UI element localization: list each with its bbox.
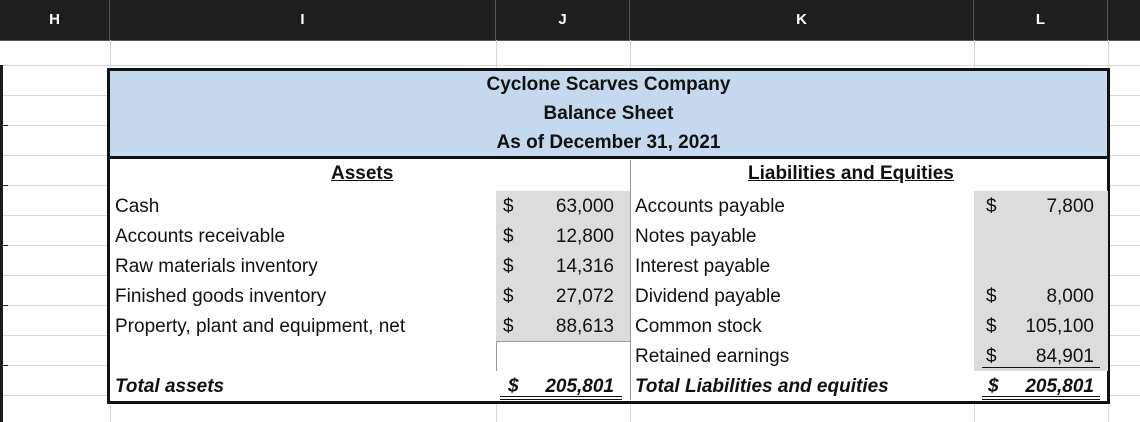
asset-value-finished[interactable]: 27,072 xyxy=(555,286,614,307)
asset-label-accounts-receivable[interactable]: Accounts receivable xyxy=(115,226,286,247)
liability-label-common-stock[interactable]: Common stock xyxy=(635,316,762,337)
left-border xyxy=(0,65,3,422)
asset-currency-finished: $ xyxy=(503,286,514,307)
asset-label-finished-goods[interactable]: Finished goods inventory xyxy=(115,286,327,307)
total-assets-currency: $ xyxy=(508,376,519,397)
total-liabilities-label[interactable]: Total Liabilities and equities xyxy=(635,376,889,397)
asset-value-ppe[interactable]: 88,613 xyxy=(555,316,614,337)
total-liabilities-value[interactable]: 205,801 xyxy=(1025,376,1094,397)
statement-date[interactable]: As of December 31, 2021 xyxy=(496,132,721,153)
title-band xyxy=(110,71,1107,156)
asset-currency-ppe: $ xyxy=(503,316,514,337)
total-liabilities-currency: $ xyxy=(988,376,999,397)
asset-label-ppe[interactable]: Property, plant and equipment, net xyxy=(115,316,406,337)
title-separator xyxy=(110,156,1107,159)
assets-heading[interactable]: Assets xyxy=(331,163,394,184)
liability-value-ap[interactable]: 7,800 xyxy=(1046,196,1094,217)
liability-label-interest-payable[interactable]: Interest payable xyxy=(635,256,771,277)
liability-label-accounts-payable[interactable]: Accounts payable xyxy=(635,196,785,217)
asset-value-ar[interactable]: 12,800 xyxy=(555,226,614,247)
asset-label-raw-materials[interactable]: Raw materials inventory xyxy=(115,256,318,277)
column-header-k[interactable]: K xyxy=(630,0,974,40)
column-header-l[interactable]: L xyxy=(974,0,1108,40)
asset-currency-raw: $ xyxy=(503,256,514,277)
total-assets-value[interactable]: 205,801 xyxy=(545,376,614,397)
asset-currency-cash: $ xyxy=(503,196,514,217)
liability-label-notes-payable[interactable]: Notes payable xyxy=(635,226,757,247)
asset-value-raw[interactable]: 14,316 xyxy=(555,256,614,277)
liabilities-heading[interactable]: Liabilities and Equities xyxy=(748,163,954,184)
total-assets-double-underline-top xyxy=(500,396,622,397)
column-header-j[interactable]: J xyxy=(496,0,630,40)
total-liabilities-double-underline-top xyxy=(982,396,1100,397)
liability-currency-ap: $ xyxy=(986,196,997,217)
liability-currency-retained: $ xyxy=(986,346,997,367)
column-header-bar xyxy=(0,0,1140,41)
column-header-h[interactable]: H xyxy=(0,0,110,40)
retained-earnings-underline xyxy=(982,367,1100,368)
total-assets-double-underline-bottom xyxy=(500,399,622,400)
liability-label-retained-earnings[interactable]: Retained earnings xyxy=(635,346,790,367)
liability-value-retained[interactable]: 84,901 xyxy=(1035,346,1094,367)
asset-value-cash[interactable]: 63,000 xyxy=(555,196,614,217)
asset-label-cash[interactable]: Cash xyxy=(115,196,160,217)
column-header-i[interactable]: I xyxy=(110,0,496,40)
assets-values-shading xyxy=(496,191,630,341)
liabilities-values-shading xyxy=(974,191,1108,371)
liability-value-dividend[interactable]: 8,000 xyxy=(1046,286,1094,307)
asset-currency-ar: $ xyxy=(503,226,514,247)
liability-currency-dividend: $ xyxy=(986,286,997,307)
liability-value-common[interactable]: 105,100 xyxy=(1025,316,1094,337)
statement-title[interactable]: Balance Sheet xyxy=(543,103,674,124)
liability-label-dividend-payable[interactable]: Dividend payable xyxy=(635,286,781,307)
company-name[interactable]: Cyclone Scarves Company xyxy=(486,74,731,95)
liability-currency-common: $ xyxy=(986,316,997,337)
total-assets-label[interactable]: Total assets xyxy=(115,376,225,397)
total-liabilities-double-underline-bottom xyxy=(982,399,1100,400)
